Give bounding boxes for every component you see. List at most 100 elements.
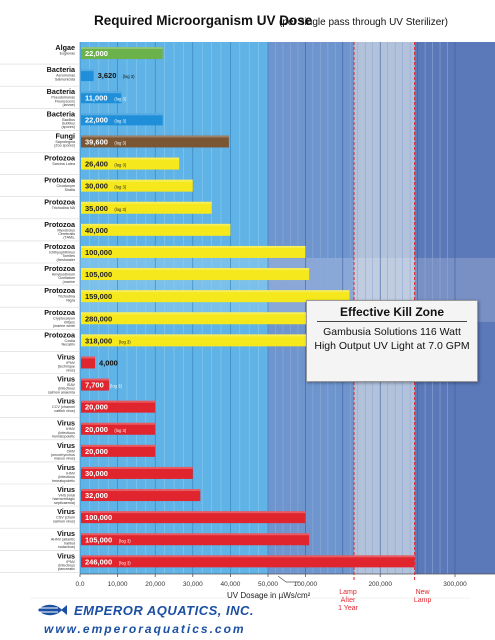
bar-highlight xyxy=(81,356,96,359)
bar-log-label: (log 3) xyxy=(114,163,126,168)
brand-name: EMPEROR AQUATICS, INC. xyxy=(74,602,255,618)
bar-highlight xyxy=(81,444,156,447)
row-sub-label: salmon virus) xyxy=(53,519,75,523)
row-sub-label: CSV (chum xyxy=(56,516,75,520)
row-sub-label: Cerebralis xyxy=(58,232,75,236)
row-sub-label: Fluorescens xyxy=(55,99,75,103)
bar-value-label: 32,000 xyxy=(85,491,108,500)
row-sub-label: CCV (channel xyxy=(52,405,75,409)
bar xyxy=(81,511,306,524)
row-sub-label: ISAV xyxy=(67,383,76,387)
chart-bars: 22,000 3,620 (log 3) 11,000 (log 3) 22,000 (lo… xyxy=(81,47,469,568)
bar-value-label: 4,000 xyxy=(99,358,118,367)
bar-value-label: 39,600 xyxy=(85,137,108,146)
row-sub-label: Euglenas xyxy=(60,52,76,56)
row-sub-label: Ichthyophthirius xyxy=(49,250,75,254)
row-sub-label: (infectious xyxy=(58,564,75,568)
kill-zone-description: Gambusia Solutions 116 Watt High Output … xyxy=(314,326,470,352)
chart-subtitle: (per single pass through UV Sterilizer) xyxy=(279,17,448,28)
bar xyxy=(81,466,193,479)
bar-highlight xyxy=(81,511,306,514)
bar xyxy=(81,201,212,214)
bar-value-label: 20,000 xyxy=(85,447,108,456)
row-sub-label: Sarcina Lutea xyxy=(52,162,76,166)
x-tick-label: 40,000 xyxy=(220,581,240,588)
row-sub-label: Myxobolus xyxy=(57,228,75,232)
bar-value-label: 30,000 xyxy=(85,182,108,191)
bar-log-label: (log 3) xyxy=(119,339,131,344)
kill-zone-divider xyxy=(317,321,467,322)
row-sub-label: pancreatic xyxy=(58,567,75,571)
bar-log-label: (log 3) xyxy=(114,428,126,433)
row-sub-label: Saprolegnia xyxy=(55,140,76,144)
bar-log-label: (log 3) xyxy=(119,560,131,565)
row-group-label: Virus xyxy=(57,375,75,384)
row-group-label: Virus xyxy=(57,441,75,450)
row-group-label: Virus xyxy=(57,419,75,428)
row-sub-label: (TAMs, xyxy=(63,236,75,240)
bar-value-label: 20,000 xyxy=(85,403,108,412)
row-sub-label: halibut xyxy=(64,541,75,545)
marker-label: After xyxy=(341,597,356,604)
row-sub-label: Trichodina NA xyxy=(52,206,76,210)
row-sub-label: VHS (viral xyxy=(58,494,75,498)
row-group-label: Protozoa xyxy=(44,308,76,317)
row-sub-label: haemorrhagic xyxy=(52,497,75,501)
bar-log-label: (log 3) xyxy=(114,207,126,212)
brand-logo: EMPEROR AQUATICS, INC. xyxy=(36,602,254,618)
bar-highlight xyxy=(81,69,94,72)
row-sub-label: Irritans xyxy=(64,320,75,324)
row-sub-label: (marine white xyxy=(53,324,75,328)
bar-value-label: 22,000 xyxy=(85,115,108,124)
row-sub-label: Cryptocaryon xyxy=(53,317,75,321)
bar-value-label: 30,000 xyxy=(85,469,108,478)
bar xyxy=(81,422,156,435)
bar-value-label: 105,000 xyxy=(85,535,112,544)
bar xyxy=(81,69,94,82)
row-group-label: Virus xyxy=(57,529,75,538)
scale-break-bracket xyxy=(277,575,300,583)
bar xyxy=(81,179,193,192)
bar-value-label: 105,000 xyxy=(85,270,112,279)
bar-highlight xyxy=(81,268,310,271)
bar-highlight xyxy=(81,157,180,160)
row-sub-label: (infectious xyxy=(58,387,75,391)
row-sub-label: Costia xyxy=(65,339,76,343)
row-group-label: Protozoa xyxy=(44,176,76,185)
row-sub-label: (technique xyxy=(58,365,75,369)
website-link[interactable]: www.emperoraquatics.com xyxy=(44,622,246,636)
row-sub-label: Salmonicida xyxy=(55,77,76,81)
bar xyxy=(81,91,122,104)
row-sub-label: hematopoietic xyxy=(52,435,75,439)
row-group-label: Bacteria xyxy=(47,65,76,74)
row-group-label: Protozoa xyxy=(44,198,76,207)
bar xyxy=(81,290,350,303)
bar-value-label: 22,000 xyxy=(85,49,108,58)
x-tick-label: 300,000 xyxy=(443,581,467,588)
kill-zone-title: Effective Kill Zone xyxy=(339,305,445,319)
row-sub-label: Shatla xyxy=(65,188,76,192)
row-group-label: Fungi xyxy=(55,131,75,140)
row-group-label: Protozoa xyxy=(44,154,76,163)
bar xyxy=(81,135,229,148)
bar-value-label: 7,700 xyxy=(85,381,104,390)
x-tick-label: 50,000 xyxy=(258,581,278,588)
x-tick-label: 20,000 xyxy=(145,581,165,588)
row-sub-label: Pseudomonas xyxy=(51,96,75,100)
row-sub-label: (Zoo spores) xyxy=(54,144,75,148)
row-sub-label: (infectious xyxy=(58,475,75,479)
bar-highlight xyxy=(81,312,441,315)
row-group-label: Virus xyxy=(57,397,75,406)
row-group-label: Bacteria xyxy=(47,87,76,96)
bar-highlight xyxy=(81,290,350,293)
bar xyxy=(81,157,180,170)
bar xyxy=(81,245,306,258)
bar-value-label: 100,000 xyxy=(85,248,112,257)
bar xyxy=(81,223,231,236)
row-sub-label: (oncorhynchus xyxy=(51,453,75,457)
bar-highlight xyxy=(81,245,306,248)
bar-highlight xyxy=(81,400,156,403)
x-tick-label: 100,000 xyxy=(294,581,318,588)
row-group-label: Virus xyxy=(57,551,75,560)
bar-value-label: 159,000 xyxy=(85,292,112,301)
